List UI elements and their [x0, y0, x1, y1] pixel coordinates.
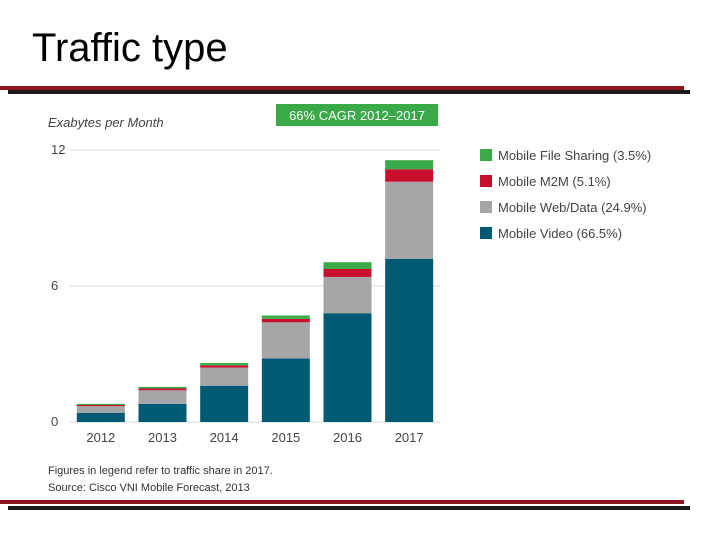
- legend-swatch: [480, 227, 492, 239]
- x-tick-label: 2017: [395, 430, 424, 445]
- legend-swatch: [480, 149, 492, 161]
- bar-segment: [323, 269, 372, 277]
- bar-segment: [200, 367, 249, 386]
- bar-segment: [138, 386, 187, 389]
- bar-segment: [323, 276, 372, 314]
- footer-rule: [0, 500, 690, 512]
- bar-segment: [76, 412, 125, 422]
- bar-segment: [385, 160, 434, 170]
- slide-title: Traffic type: [32, 26, 228, 70]
- x-tick-label: 2015: [271, 430, 300, 445]
- stacked-bar-chart: Exabytes per Month 66% CAGR 2012–2017 0 6…: [48, 104, 651, 494]
- bar-segment: [200, 385, 249, 422]
- bar-segment: [76, 406, 125, 413]
- legend: Mobile File Sharing (3.5%) Mobile M2M (5.…: [480, 148, 651, 241]
- x-tick-label: 2013: [148, 430, 177, 445]
- y-tick-label: 6: [51, 278, 58, 293]
- bar-segment: [261, 318, 310, 323]
- bar-segment: [138, 388, 187, 391]
- y-tick-label: 12: [51, 142, 65, 157]
- bar-segment: [200, 363, 249, 366]
- legend-swatch: [480, 201, 492, 213]
- legend-label: Mobile File Sharing (3.5%): [498, 148, 651, 163]
- bar-segment: [385, 181, 434, 259]
- legend-swatch: [480, 175, 492, 187]
- bar-segment: [261, 322, 310, 359]
- cagr-badge: [276, 104, 438, 126]
- bar-segment: [138, 390, 187, 404]
- x-tick-label: 2016: [333, 430, 362, 445]
- bar-segment: [323, 262, 372, 269]
- grid-layer: 0 6 12: [51, 142, 440, 429]
- x-tick-label: 2014: [210, 430, 239, 445]
- y-axis-label: Exabytes per Month: [48, 115, 164, 130]
- bar-segment: [138, 403, 187, 422]
- bar-segment: [261, 315, 310, 319]
- y-tick-label: 0: [51, 414, 58, 429]
- bar-segment: [385, 169, 434, 182]
- bar-segment: [200, 365, 249, 368]
- title-rule: [0, 86, 690, 94]
- cagr-badge-text: 66% CAGR 2012–2017: [289, 108, 425, 123]
- bar-segment: [76, 403, 125, 405]
- footnote-legend: Figures in legend refer to traffic share…: [48, 465, 273, 477]
- bar-segment: [261, 358, 310, 422]
- x-tick-labels: 2012 2013 2014 2015 2016 2017: [86, 430, 423, 445]
- footnote-source: Source: Cisco VNI Mobile Forecast, 2013: [48, 482, 250, 494]
- x-tick-label: 2012: [86, 430, 115, 445]
- bar-segment: [323, 313, 372, 422]
- legend-label: Mobile M2M (5.1%): [498, 174, 611, 189]
- chart-panel: Exabytes per Month 66% CAGR 2012–2017 0 6…: [8, 96, 698, 496]
- bar-segment: [76, 405, 125, 407]
- legend-label: Mobile Video (66.5%): [498, 226, 622, 241]
- legend-label: Mobile Web/Data (24.9%): [498, 200, 647, 215]
- bars-layer: [76, 160, 434, 422]
- bar-segment: [385, 258, 434, 422]
